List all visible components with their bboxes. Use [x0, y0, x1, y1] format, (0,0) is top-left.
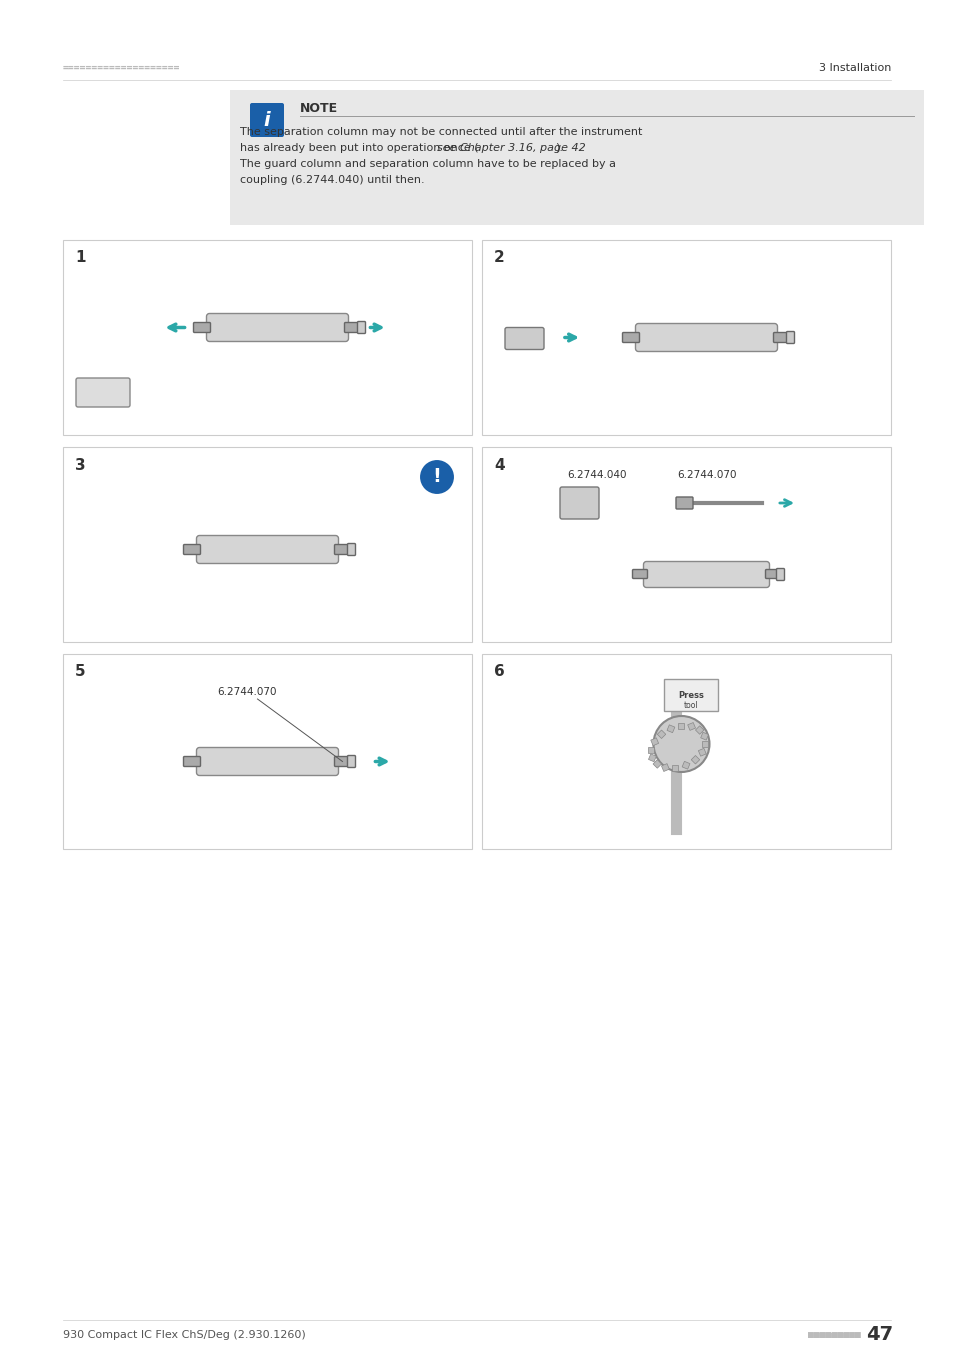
Bar: [648, 753, 656, 761]
Bar: [657, 730, 665, 738]
FancyBboxPatch shape: [196, 536, 338, 563]
Text: !: !: [432, 467, 441, 486]
Text: i: i: [263, 111, 270, 130]
FancyBboxPatch shape: [785, 332, 794, 343]
Bar: [695, 726, 703, 734]
FancyBboxPatch shape: [250, 103, 284, 136]
FancyBboxPatch shape: [776, 568, 783, 580]
FancyBboxPatch shape: [335, 756, 351, 767]
Text: The separation column may not be connected until after the instrument: The separation column may not be connect…: [240, 127, 641, 136]
Text: 5: 5: [75, 664, 86, 679]
Text: 6.2744.070: 6.2744.070: [677, 470, 736, 481]
FancyBboxPatch shape: [622, 332, 639, 343]
Text: 3 Installation: 3 Installation: [818, 63, 890, 73]
Text: Press: Press: [678, 691, 703, 701]
Bar: [678, 724, 684, 729]
Bar: [63, 653, 472, 849]
Text: 47: 47: [865, 1326, 892, 1345]
FancyBboxPatch shape: [664, 679, 718, 711]
Bar: [63, 240, 472, 435]
Bar: [672, 765, 678, 771]
Text: 6: 6: [494, 664, 504, 679]
Text: 3: 3: [75, 458, 86, 472]
Text: 1: 1: [75, 251, 86, 266]
Bar: [653, 760, 660, 768]
Bar: [687, 722, 695, 730]
Text: 4: 4: [494, 458, 504, 472]
FancyBboxPatch shape: [183, 756, 200, 767]
FancyBboxPatch shape: [76, 378, 130, 406]
Bar: [648, 747, 654, 753]
FancyBboxPatch shape: [643, 562, 769, 587]
Bar: [481, 653, 890, 849]
FancyBboxPatch shape: [193, 323, 211, 332]
FancyBboxPatch shape: [230, 90, 923, 225]
FancyBboxPatch shape: [347, 756, 355, 768]
Text: has already been put into operation once (: has already been put into operation once…: [240, 143, 478, 153]
Bar: [660, 764, 669, 771]
Bar: [666, 725, 674, 733]
Text: ).: ).: [555, 143, 562, 153]
Text: coupling (6.2744.040) until then.: coupling (6.2744.040) until then.: [240, 176, 424, 185]
Circle shape: [653, 716, 709, 772]
FancyBboxPatch shape: [559, 487, 598, 518]
Bar: [650, 738, 658, 745]
Text: 6.2744.040: 6.2744.040: [566, 470, 626, 481]
FancyBboxPatch shape: [635, 324, 777, 351]
Circle shape: [418, 459, 455, 495]
Bar: [681, 761, 689, 770]
Bar: [700, 732, 708, 740]
Text: 2: 2: [494, 251, 504, 266]
FancyBboxPatch shape: [183, 544, 200, 555]
Bar: [481, 240, 890, 435]
Bar: [691, 756, 699, 764]
FancyBboxPatch shape: [632, 570, 647, 579]
FancyBboxPatch shape: [676, 497, 692, 509]
FancyBboxPatch shape: [335, 544, 351, 555]
FancyBboxPatch shape: [357, 321, 365, 333]
FancyBboxPatch shape: [206, 313, 348, 342]
Text: 6.2744.070: 6.2744.070: [217, 687, 277, 697]
FancyBboxPatch shape: [764, 570, 780, 579]
Text: 930 Compact IC Flex ChS/Deg (2.930.1260): 930 Compact IC Flex ChS/Deg (2.930.1260): [63, 1330, 305, 1341]
Text: ====================: ====================: [63, 63, 180, 73]
Text: NOTE: NOTE: [299, 101, 337, 115]
Text: see Chapter 3.16, page 42: see Chapter 3.16, page 42: [436, 143, 585, 153]
Bar: [698, 748, 705, 756]
Text: The guard column and separation column have to be replaced by a: The guard column and separation column h…: [240, 159, 616, 169]
Text: tool: tool: [683, 701, 699, 710]
FancyBboxPatch shape: [504, 328, 543, 350]
FancyBboxPatch shape: [196, 748, 338, 775]
Bar: [481, 447, 890, 643]
FancyBboxPatch shape: [773, 332, 790, 343]
Bar: [63, 447, 472, 643]
Bar: [701, 741, 708, 747]
Text: ■■■■■■■■■: ■■■■■■■■■: [807, 1330, 861, 1341]
FancyBboxPatch shape: [347, 544, 355, 555]
FancyBboxPatch shape: [344, 323, 361, 332]
